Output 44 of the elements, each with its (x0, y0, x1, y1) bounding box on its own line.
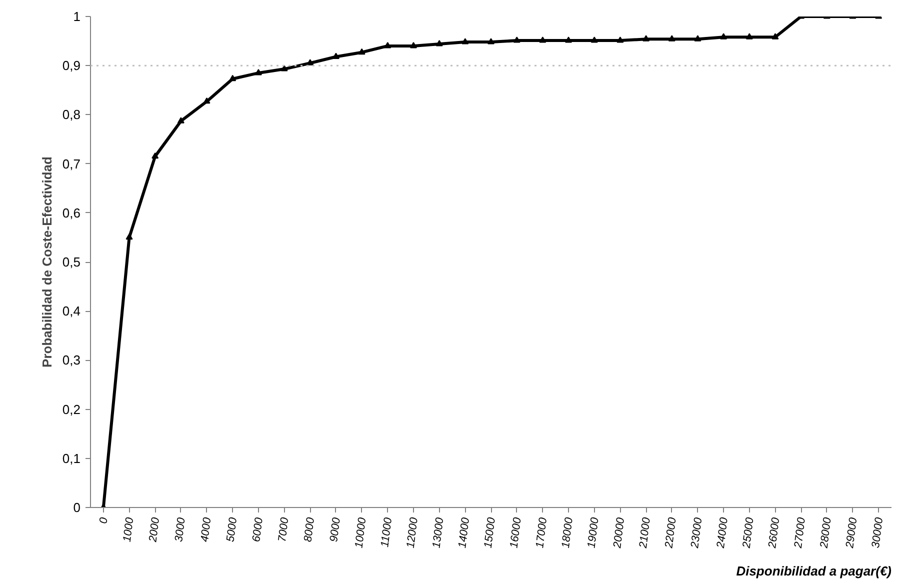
x-tick-label: 18000 (560, 516, 576, 549)
x-tick-label: 0 (98, 516, 110, 524)
x-tick-label: 4000 (198, 516, 214, 543)
x-tick-label: 13000 (430, 516, 446, 549)
x-tick-label: 25000 (740, 516, 756, 550)
x-tick-label: 21000 (637, 516, 654, 550)
y-tick-label: 0,6 (62, 205, 81, 220)
x-tick-label: 8000 (302, 516, 318, 543)
x-tick-label: 17000 (534, 516, 550, 549)
x-tick-label: 7000 (276, 516, 292, 543)
x-tick-label: 14000 (456, 516, 472, 549)
y-tick-label: 0,3 (62, 352, 81, 368)
x-tick-label: 22000 (663, 516, 679, 550)
x-tick-label: 9000 (328, 516, 344, 543)
y-tick-label: 0 (73, 500, 81, 515)
y-tick-label: 0,7 (62, 156, 81, 172)
x-tick-label: 20000 (611, 516, 628, 550)
y-tick-label: 0,9 (62, 58, 81, 74)
x-tick-label: 19000 (586, 516, 602, 549)
x-tick-label: 11000 (379, 516, 395, 548)
y-tick-label: 0,8 (62, 107, 81, 122)
x-tick-label: 3000 (173, 516, 188, 543)
x-tick-label: 28000 (818, 516, 834, 550)
x-tick-label: 29000 (844, 516, 860, 550)
x-tick-label: 1000 (121, 516, 136, 543)
x-tick-label: 30000 (870, 516, 886, 549)
x-tick-label: 23000 (688, 516, 705, 550)
y-tick-label: 0,4 (62, 304, 81, 319)
x-tick-label: 16000 (508, 516, 524, 549)
y-axis-title: Probabilidad de Coste-Efectividad (39, 156, 54, 368)
y-tick-label: 0,1 (62, 450, 81, 466)
y-tick-label: 1 (73, 9, 81, 24)
y-tick-label: 0,5 (62, 254, 81, 270)
x-tick-label: 12000 (404, 516, 421, 549)
x-tick-label: 2000 (147, 516, 162, 544)
y-tick-label: 0,2 (62, 402, 81, 417)
x-tick-label: 6000 (250, 516, 266, 543)
x-tick-label: 26000 (766, 516, 782, 550)
x-tick-label: 10000 (353, 516, 369, 549)
x-axis-title: Disponibilidad a pagar(€) (736, 564, 892, 578)
x-tick-label: 27000 (792, 516, 808, 550)
x-tick-label: 24000 (714, 516, 731, 550)
x-tick-label: 15000 (482, 516, 498, 549)
x-tick-label: 5000 (224, 516, 240, 543)
